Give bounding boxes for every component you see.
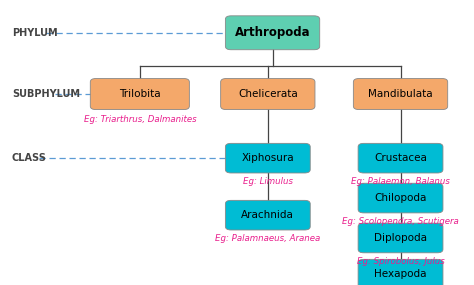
Text: Chilopoda: Chilopoda [374,193,427,203]
FancyBboxPatch shape [358,223,443,253]
FancyBboxPatch shape [90,78,189,109]
Text: Mandibulata: Mandibulata [368,89,433,99]
Text: Arachnida: Arachnida [241,210,294,220]
FancyBboxPatch shape [225,200,310,230]
Text: Crustacea: Crustacea [374,153,427,163]
FancyBboxPatch shape [225,143,310,173]
Text: Diplopoda: Diplopoda [374,233,427,243]
Text: Eg: Triarthrus, Dalmanites: Eg: Triarthrus, Dalmanites [83,115,196,124]
Text: Trilobita: Trilobita [119,89,161,99]
Text: Eg: Spirobolus, Julus: Eg: Spirobolus, Julus [356,256,445,266]
Text: Chelicerata: Chelicerata [238,89,298,99]
Text: Arthropoda: Arthropoda [235,26,310,39]
Text: SUBPHYLUM: SUBPHYLUM [12,89,80,99]
Text: Eg: Limulus: Eg: Limulus [243,177,293,186]
Text: Eg: Palaemon, Balanus: Eg: Palaemon, Balanus [351,177,450,186]
FancyBboxPatch shape [220,78,315,109]
FancyBboxPatch shape [353,78,447,109]
Text: PHYLUM: PHYLUM [12,28,57,38]
FancyBboxPatch shape [225,16,319,50]
Text: CLASS: CLASS [12,153,47,163]
Text: Eg: Palamnaeus, Aranea: Eg: Palamnaeus, Aranea [215,234,320,243]
FancyBboxPatch shape [358,183,443,213]
FancyBboxPatch shape [358,259,443,285]
Text: Xiphosura: Xiphosura [241,153,294,163]
FancyBboxPatch shape [358,143,443,173]
Text: Hexapoda: Hexapoda [374,269,427,279]
Text: Eg: Scolopendra, Scutigera: Eg: Scolopendra, Scutigera [342,217,459,226]
